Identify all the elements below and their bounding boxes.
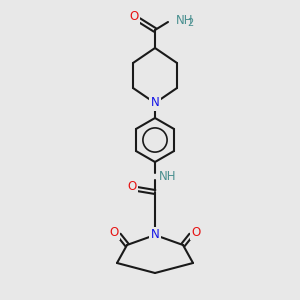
Text: O: O xyxy=(129,11,139,23)
Text: 2: 2 xyxy=(187,18,193,28)
Text: O: O xyxy=(128,181,136,194)
Text: NH: NH xyxy=(159,169,176,182)
Text: N: N xyxy=(151,97,159,110)
Text: NH: NH xyxy=(176,14,194,26)
Text: O: O xyxy=(191,226,201,238)
Text: N: N xyxy=(151,229,159,242)
Text: O: O xyxy=(110,226,118,238)
